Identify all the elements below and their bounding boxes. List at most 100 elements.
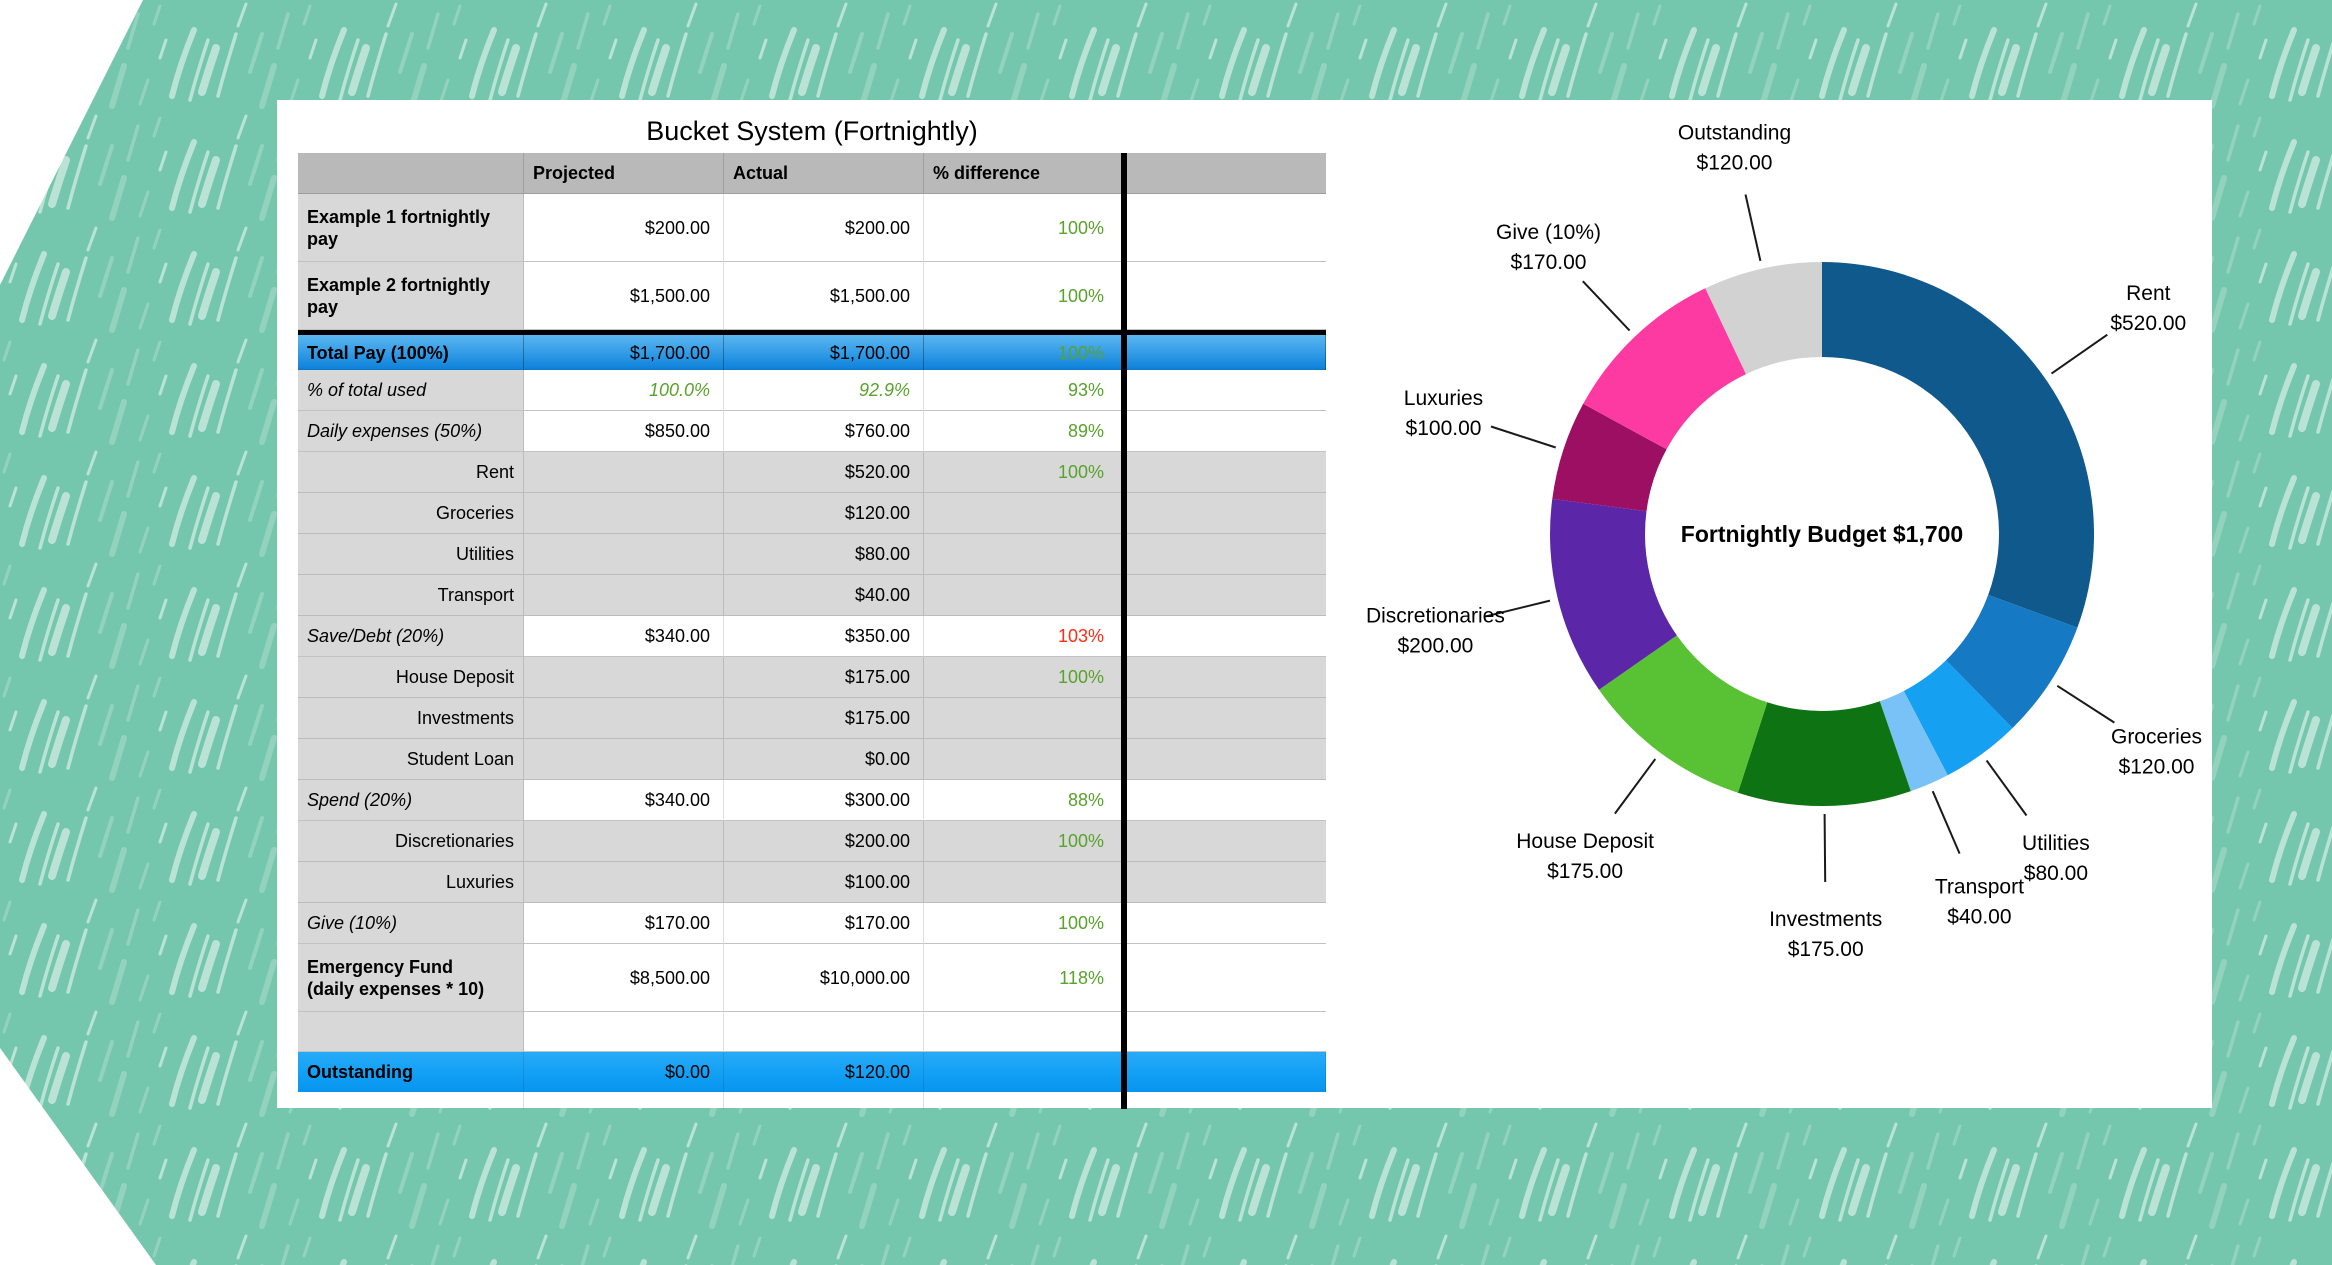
cell-extra[interactable] — [1124, 452, 1326, 493]
cell-actual-total-pay-100[interactable]: $1,700.00 — [724, 335, 924, 370]
row-label-cell[interactable]: Groceries — [298, 493, 524, 534]
cell-diff-total-pay-100[interactable]: 100% — [924, 335, 1124, 370]
cell-actual-spend-20[interactable]: $300.00 — [724, 780, 924, 821]
cell-extra[interactable] — [1124, 944, 1326, 1012]
cell-projected-row[interactable] — [524, 1092, 724, 1109]
cell-projected-example-1-fortnightly-pay[interactable]: $200.00 — [524, 194, 724, 262]
cell-extra[interactable] — [1124, 821, 1326, 862]
cell-actual-transport[interactable]: $40.00 — [724, 575, 924, 616]
row-label-cell[interactable]: Student Loan — [298, 739, 524, 780]
row-label-cell[interactable]: Example 1 fortnightly pay — [298, 194, 524, 262]
cell-extra[interactable] — [1124, 1012, 1326, 1052]
cell-extra[interactable] — [1124, 575, 1326, 616]
cell-actual-groceries[interactable]: $120.00 — [724, 493, 924, 534]
cell-actual-example-2-fortnightly-pay[interactable]: $1,500.00 — [724, 262, 924, 330]
row-label-cell[interactable] — [298, 1012, 524, 1052]
cell-extra[interactable] — [1124, 616, 1326, 657]
cell-diff-discretionaries[interactable]: 100% — [924, 821, 1124, 862]
cell-projected-spend-20[interactable]: $340.00 — [524, 780, 724, 821]
cell-diff-spend-20[interactable]: 88% — [924, 780, 1124, 821]
donut-slice-discretionaries[interactable] — [1550, 498, 1677, 690]
row-label-cell[interactable]: % of total used — [298, 370, 524, 411]
row-label-cell[interactable]: Transport — [298, 575, 524, 616]
row-label-cell[interactable]: Rent — [298, 452, 524, 493]
row-label-cell[interactable] — [298, 1092, 524, 1109]
row-label-cell[interactable]: Outstanding — [298, 1052, 524, 1092]
cell-extra[interactable] — [1124, 657, 1326, 698]
row-label-cell[interactable]: Discretionaries — [298, 821, 524, 862]
cell-projected-emergency-fund-daily-expenses-10[interactable]: $8,500.00 — [524, 944, 724, 1012]
cell-extra[interactable] — [1124, 862, 1326, 903]
row-label-cell[interactable]: Utilities — [298, 534, 524, 575]
header-cell-rowlabel[interactable] — [298, 153, 524, 194]
donut-slice-rent[interactable] — [1822, 262, 2095, 628]
header-cell-actual[interactable]: Actual — [724, 153, 924, 194]
cell-actual-row[interactable] — [724, 1012, 924, 1052]
cell-projected-investments[interactable] — [524, 698, 724, 739]
cell-projected-transport[interactable] — [524, 575, 724, 616]
cell-extra[interactable] — [1124, 411, 1326, 452]
cell-projected-utilities[interactable] — [524, 534, 724, 575]
header-cell-diff[interactable]: % difference — [924, 153, 1124, 194]
cell-actual-row[interactable] — [724, 1092, 924, 1109]
cell-actual-luxuries[interactable]: $100.00 — [724, 862, 924, 903]
cell-actual-of-total-used[interactable]: 92.9% — [724, 370, 924, 411]
row-label-cell[interactable]: House Deposit — [298, 657, 524, 698]
cell-actual-example-1-fortnightly-pay[interactable]: $200.00 — [724, 194, 924, 262]
row-label-cell[interactable]: Give (10%) — [298, 903, 524, 944]
cell-actual-daily-expenses-50[interactable]: $760.00 — [724, 411, 924, 452]
row-label-cell[interactable]: Emergency Fund (daily expenses * 10) — [298, 944, 524, 1012]
cell-projected-house-deposit[interactable] — [524, 657, 724, 698]
cell-actual-utilities[interactable]: $80.00 — [724, 534, 924, 575]
cell-projected-give-10[interactable]: $170.00 — [524, 903, 724, 944]
cell-diff-luxuries[interactable] — [924, 862, 1124, 903]
donut-slice-outstanding[interactable] — [1705, 262, 1822, 375]
cell-actual-discretionaries[interactable]: $200.00 — [724, 821, 924, 862]
cell-projected-of-total-used[interactable]: 100.0% — [524, 370, 724, 411]
cell-extra[interactable] — [1124, 370, 1326, 411]
donut-slice-give-10[interactable] — [1583, 288, 1746, 450]
cell-diff-student-loan[interactable] — [924, 739, 1124, 780]
row-label-cell[interactable]: Spend (20%) — [298, 780, 524, 821]
cell-diff-transport[interactable] — [924, 575, 1124, 616]
cell-extra[interactable] — [1124, 534, 1326, 575]
cell-projected-luxuries[interactable] — [524, 862, 724, 903]
cell-extra[interactable] — [1124, 739, 1326, 780]
cell-projected-discretionaries[interactable] — [524, 821, 724, 862]
cell-actual-rent[interactable]: $520.00 — [724, 452, 924, 493]
cell-projected-example-2-fortnightly-pay[interactable]: $1,500.00 — [524, 262, 724, 330]
cell-projected-total-pay-100[interactable]: $1,700.00 — [524, 335, 724, 370]
donut-slice-house-deposit[interactable] — [1599, 635, 1768, 793]
cell-diff-emergency-fund-daily-expenses-10[interactable]: 118% — [924, 944, 1124, 1012]
row-label-cell[interactable]: Save/Debt (20%) — [298, 616, 524, 657]
donut-slice-luxuries[interactable] — [1552, 403, 1667, 512]
cell-actual-give-10[interactable]: $170.00 — [724, 903, 924, 944]
row-label-cell[interactable]: Investments — [298, 698, 524, 739]
cell-extra[interactable] — [1124, 194, 1326, 262]
cell-projected-groceries[interactable] — [524, 493, 724, 534]
cell-extra[interactable] — [1124, 1052, 1326, 1092]
cell-projected-outstanding[interactable]: $0.00 — [524, 1052, 724, 1092]
cell-extra[interactable] — [1124, 903, 1326, 944]
donut-slice-groceries[interactable] — [1946, 594, 2078, 729]
cell-projected-student-loan[interactable] — [524, 739, 724, 780]
row-label-cell[interactable]: Total Pay (100%) — [298, 335, 524, 370]
donut-slice-investments[interactable] — [1737, 701, 1911, 807]
cell-diff-groceries[interactable] — [924, 493, 1124, 534]
cell-actual-investments[interactable]: $175.00 — [724, 698, 924, 739]
cell-diff-save-debt-20[interactable]: 103% — [924, 616, 1124, 657]
header-cell-projected[interactable]: Projected — [524, 153, 724, 194]
cell-diff-utilities[interactable] — [924, 534, 1124, 575]
cell-extra[interactable] — [1124, 698, 1326, 739]
cell-diff-example-2-fortnightly-pay[interactable]: 100% — [924, 262, 1124, 330]
cell-diff-example-1-fortnightly-pay[interactable]: 100% — [924, 194, 1124, 262]
donut-slice-transport[interactable] — [1879, 691, 1948, 792]
cell-diff-give-10[interactable]: 100% — [924, 903, 1124, 944]
cell-projected-save-debt-20[interactable]: $340.00 — [524, 616, 724, 657]
cell-actual-emergency-fund-daily-expenses-10[interactable]: $10,000.00 — [724, 944, 924, 1012]
cell-actual-outstanding[interactable]: $120.00 — [724, 1052, 924, 1092]
cell-extra[interactable] — [1124, 335, 1326, 370]
cell-actual-save-debt-20[interactable]: $350.00 — [724, 616, 924, 657]
cell-extra[interactable] — [1124, 262, 1326, 330]
donut-slice-utilities[interactable] — [1903, 660, 2013, 776]
